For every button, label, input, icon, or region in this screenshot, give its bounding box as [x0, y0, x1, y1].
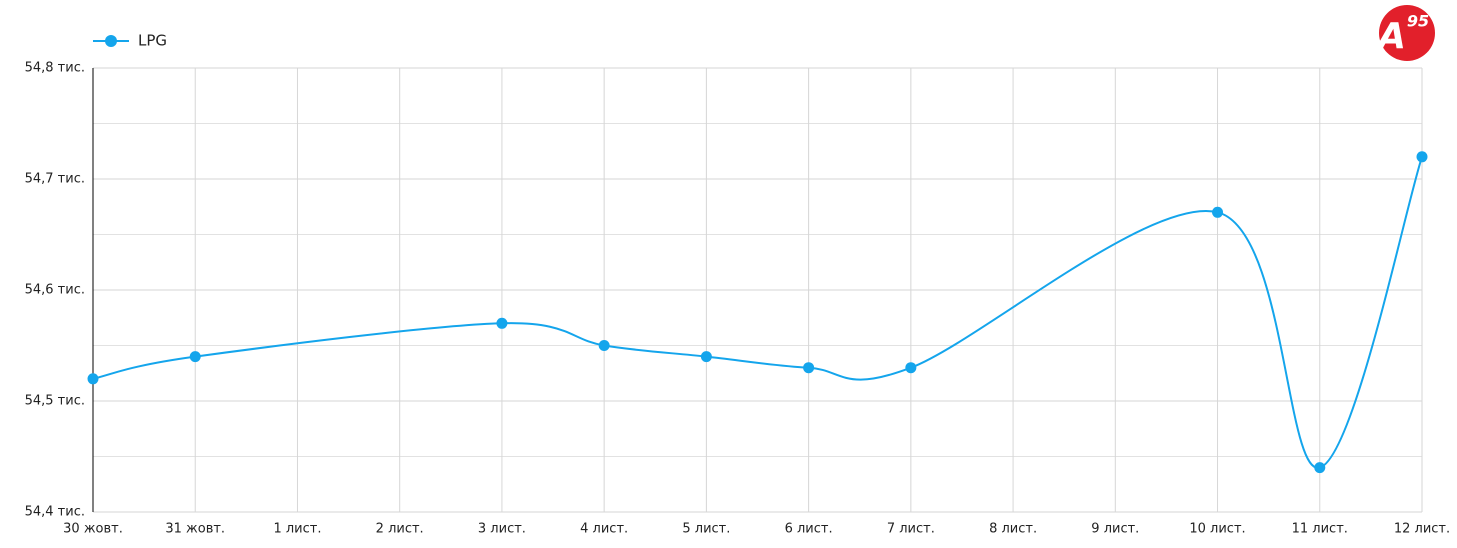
line-segment — [501, 322, 605, 347]
y-tick-label: 54,7 тис. — [25, 172, 85, 187]
line-segment — [706, 355, 809, 369]
x-tick-label: 12 лист. — [1394, 522, 1450, 537]
x-tick-label: 31 жовт. — [165, 522, 225, 537]
y-tick-label: 54,8 тис. — [25, 61, 85, 76]
point — [496, 317, 508, 329]
y-tick-label: 54,4 тис. — [25, 505, 85, 520]
point — [87, 373, 99, 385]
point — [1416, 151, 1428, 163]
point — [905, 362, 917, 374]
x-tick-label: 6 лист. — [785, 522, 833, 537]
point — [189, 351, 201, 363]
x-tick-label: 11 лист. — [1292, 522, 1348, 537]
point — [803, 362, 815, 374]
x-tick-label: 2 лист. — [376, 522, 424, 537]
x-tick-label: 10 лист. — [1189, 522, 1245, 537]
point — [1212, 206, 1224, 218]
line-segment — [1319, 156, 1423, 469]
y-tick-label: 54,6 тис. — [25, 283, 85, 298]
x-tick-label: 9 лист. — [1091, 522, 1139, 537]
line-segment — [92, 355, 196, 380]
logo-letter: A — [1375, 16, 1406, 57]
legend-label: LPG — [138, 32, 167, 50]
y-tick-label: 54,5 тис. — [25, 394, 85, 409]
logo: A 95 — [1375, 5, 1435, 61]
line-segment — [910, 209, 1218, 369]
logo-badge — [1379, 5, 1435, 61]
line-segment — [808, 366, 912, 381]
line-segment — [603, 344, 707, 358]
legend-marker — [105, 35, 117, 47]
point — [598, 340, 610, 351]
x-tick-label: 30 жовт. — [63, 522, 123, 537]
x-tick-label: 3 лист. — [478, 522, 526, 537]
point — [1314, 462, 1326, 474]
logo-number: 95 — [1407, 12, 1429, 31]
line-segment — [195, 322, 502, 358]
x-tick-label: 5 лист. — [682, 522, 730, 537]
point — [700, 351, 712, 363]
line-segment — [1217, 211, 1321, 469]
x-tick-label: 8 лист. — [989, 522, 1037, 537]
x-tick-label: 1 лист. — [273, 522, 321, 537]
x-tick-label: 7 лист. — [887, 522, 935, 537]
x-tick-label: 4 лист. — [580, 522, 628, 537]
